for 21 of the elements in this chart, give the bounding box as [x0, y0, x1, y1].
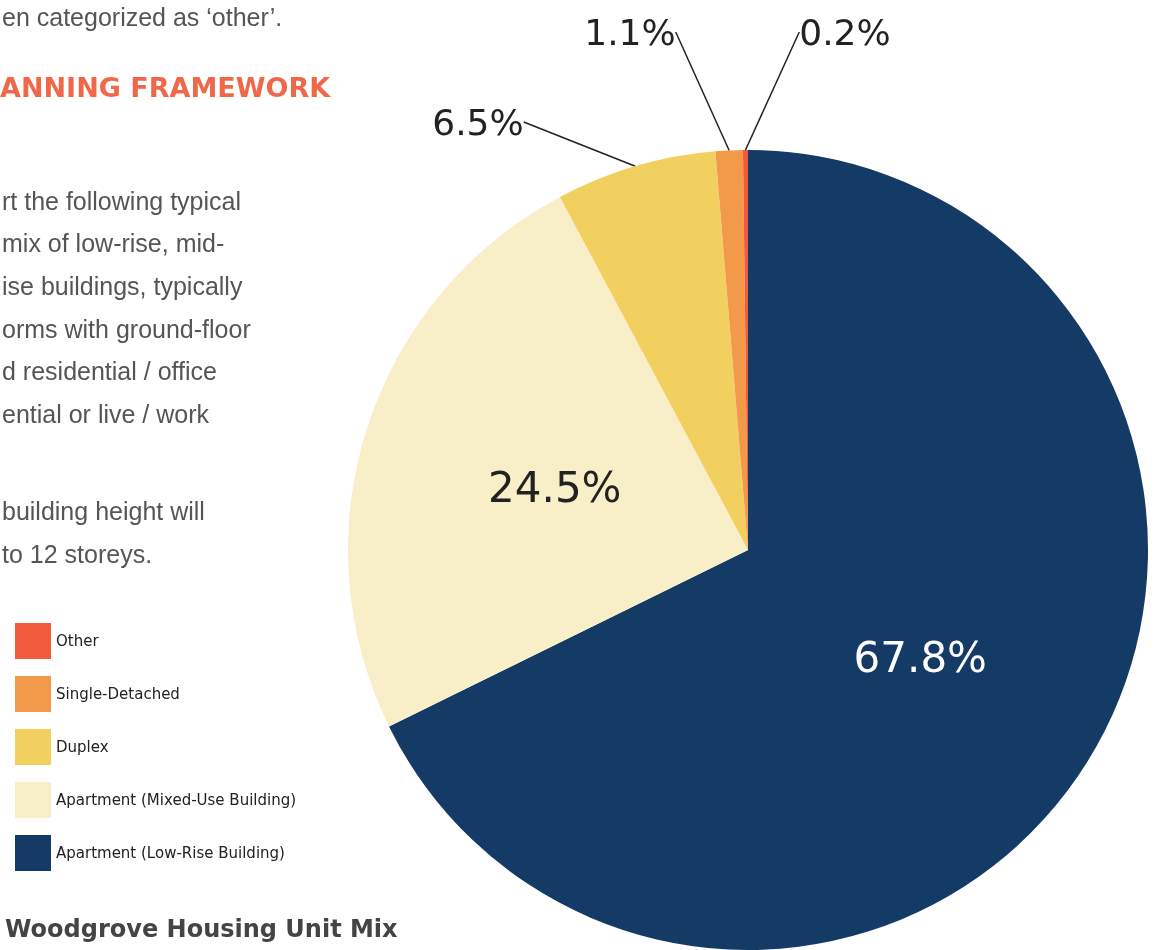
legend-label: Apartment (Low-Rise Building)	[56, 844, 285, 862]
data-label: 24.5%	[488, 463, 622, 513]
text: d residential / office	[2, 356, 217, 385]
data-label: 0.2%	[799, 11, 891, 53]
text: rt the following typical	[2, 186, 242, 215]
text: ential or live / work	[2, 399, 210, 428]
text: orms with ground-floor	[2, 314, 251, 343]
data-label: 67.8%	[853, 632, 988, 682]
data-label: 1.1%	[584, 11, 676, 53]
text: building height will	[2, 496, 205, 525]
legend-label: Single-Detached	[56, 685, 180, 703]
legend-label: Apartment (Mixed-Use Building)	[56, 791, 297, 809]
text: mix of low-rise, mid-	[2, 228, 225, 257]
legend-label: Duplex	[56, 738, 109, 756]
text: ise buildings, typically	[2, 271, 243, 300]
text: to 12 storeys.	[2, 539, 153, 568]
data-label: 6.5%	[432, 101, 524, 143]
text: en categorized as ‘other’.	[2, 2, 283, 31]
legend-label: Other	[56, 632, 100, 650]
text: ANNING FRAMEWORK	[0, 72, 332, 103]
text: Woodgrove Housing Unit Mix	[5, 915, 399, 943]
